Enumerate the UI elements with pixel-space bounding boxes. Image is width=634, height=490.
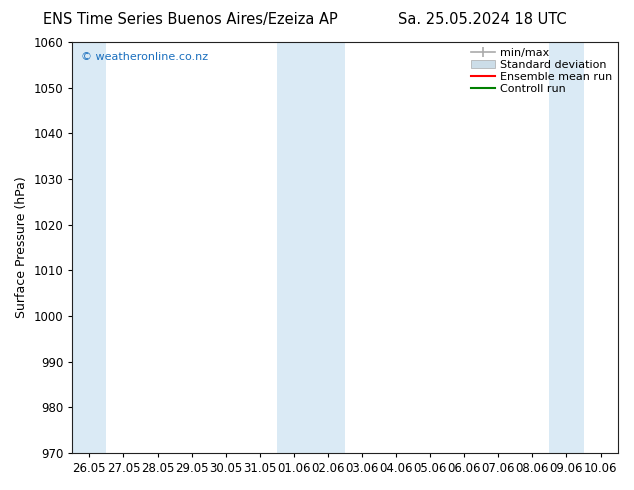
Legend: min/max, Standard deviation, Ensemble mean run, Controll run: min/max, Standard deviation, Ensemble me… (471, 48, 612, 94)
Bar (277, 42, 311, 453)
Text: Sa. 25.05.2024 18 UTC: Sa. 25.05.2024 18 UTC (398, 12, 566, 27)
Text: © weatheronline.co.nz: © weatheronline.co.nz (81, 52, 208, 62)
Text: ENS Time Series Buenos Aires/Ezeiza AP: ENS Time Series Buenos Aires/Ezeiza AP (43, 12, 337, 27)
Bar (550, 42, 583, 453)
Y-axis label: Surface Pressure (hPa): Surface Pressure (hPa) (15, 176, 28, 318)
Bar (311, 42, 345, 453)
Bar (72, 42, 107, 453)
